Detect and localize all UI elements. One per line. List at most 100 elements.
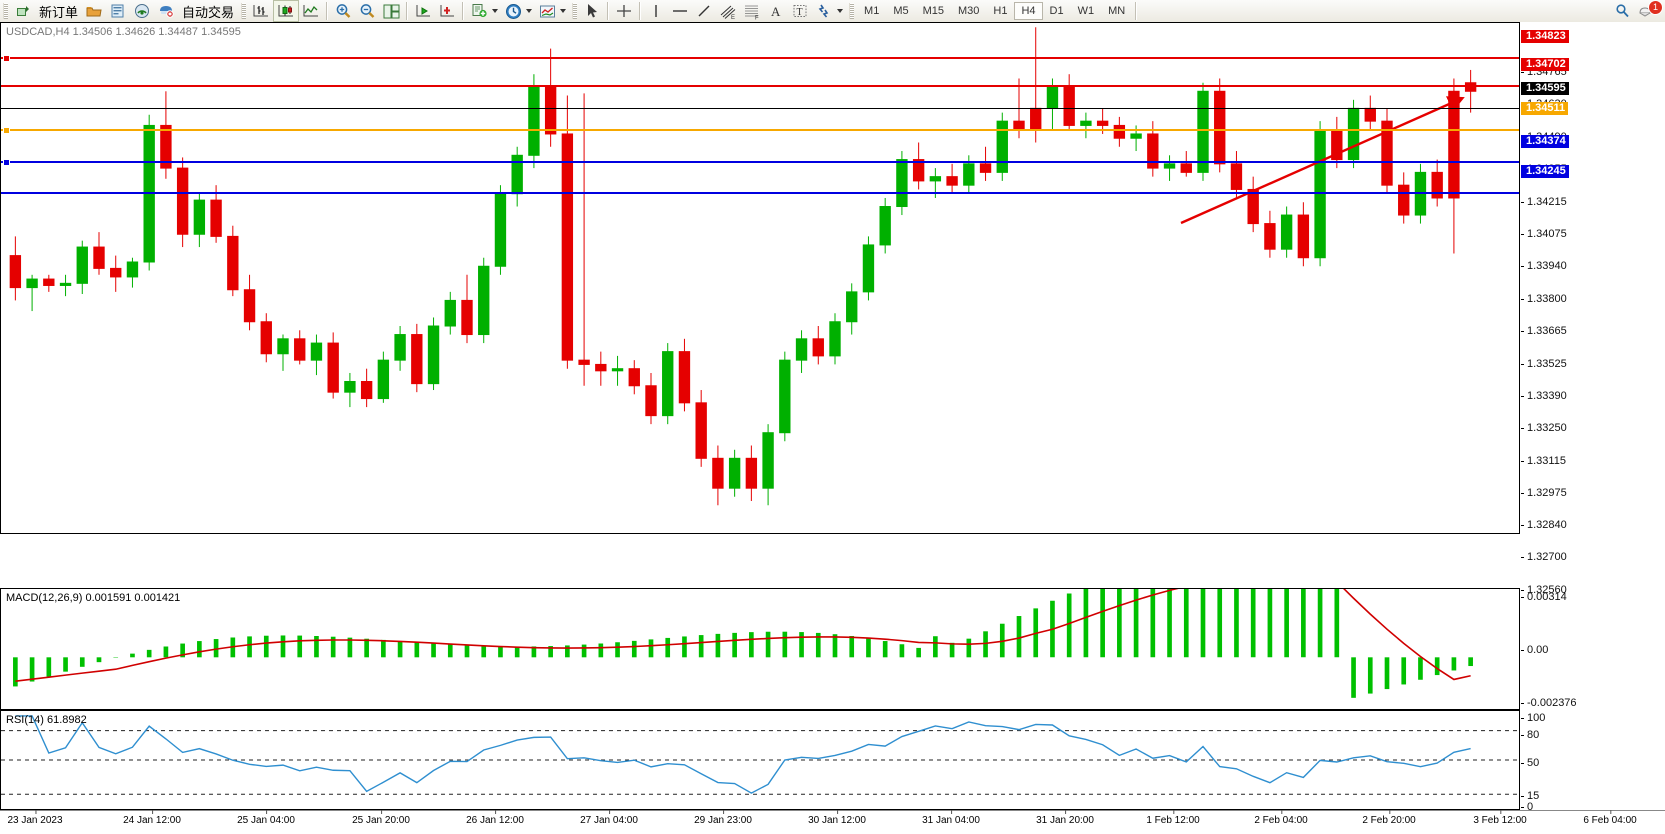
chart-workspace[interactable]: USDCAD,H4 1.34506 1.34626 1.34487 1.3459… bbox=[0, 22, 1665, 834]
level-line-pivot[interactable] bbox=[1, 129, 1519, 131]
main-toolbar: 新订单 自动交易 bbox=[0, 0, 1665, 23]
autotrading-icon[interactable] bbox=[154, 1, 178, 21]
timeframe-m1[interactable]: M1 bbox=[864, 5, 880, 17]
level-line-resistance-2[interactable] bbox=[1, 85, 1519, 87]
toolbar-grip-3[interactable] bbox=[572, 3, 578, 19]
cursor-icon[interactable] bbox=[580, 1, 604, 21]
time-tick: 31 Jan 20:00 bbox=[1036, 810, 1094, 826]
price-tag[interactable]: 1.34511 bbox=[1521, 102, 1569, 115]
rsi-tick: 50 bbox=[1521, 758, 1590, 769]
toolbar-grip-4[interactable] bbox=[849, 3, 855, 19]
rsi-pane-label: RSI(14) 61.8982 bbox=[6, 714, 87, 726]
timeframe-h4[interactable]: H4 bbox=[1014, 2, 1043, 20]
rsi-tick: 0 bbox=[1521, 802, 1590, 813]
price-tag[interactable]: 1.34245 bbox=[1521, 165, 1569, 178]
price-tick: 1.32700 bbox=[1521, 552, 1590, 563]
text-icon[interactable]: A bbox=[764, 1, 788, 21]
price-tick: 1.33665 bbox=[1521, 326, 1590, 337]
autotrading-label[interactable]: 自动交易 bbox=[182, 5, 235, 21]
data-window-icon[interactable] bbox=[106, 1, 130, 21]
crosshair-icon[interactable] bbox=[612, 1, 636, 21]
templates-icon[interactable] bbox=[535, 1, 559, 21]
time-tick: 3 Feb 12:00 bbox=[1473, 810, 1527, 826]
timeframe-group: M1 M5 M15 M30 H1 H4 D1 W1 MN bbox=[857, 0, 1132, 22]
indicators-dropdown-caret[interactable] bbox=[492, 9, 499, 13]
price-tick: 1.33940 bbox=[1521, 261, 1590, 272]
toolbar-grip-2[interactable] bbox=[241, 3, 247, 19]
new-order-label[interactable]: 新订单 bbox=[39, 5, 79, 21]
price-tick: 1.34215 bbox=[1521, 197, 1590, 208]
time-tick: 6 Feb 04:00 bbox=[1583, 810, 1637, 826]
navigator-icon[interactable] bbox=[130, 1, 154, 21]
level-grip-support-1[interactable] bbox=[3, 159, 10, 166]
zoom-out-icon[interactable] bbox=[355, 1, 379, 21]
price-tag[interactable]: 1.34374 bbox=[1521, 135, 1569, 148]
shift-end-icon[interactable] bbox=[411, 1, 435, 21]
auto-scroll-icon[interactable] bbox=[435, 1, 459, 21]
level-line-current-price[interactable] bbox=[1, 108, 1519, 109]
folder-icon[interactable] bbox=[82, 1, 106, 21]
search-icon[interactable] bbox=[1611, 1, 1635, 21]
toolbar-grip[interactable] bbox=[3, 3, 8, 19]
objects-dropdown-caret[interactable] bbox=[837, 9, 844, 13]
period-icon[interactable] bbox=[501, 1, 525, 21]
timeframe-mn[interactable]: MN bbox=[1108, 5, 1126, 17]
price-tag[interactable]: 1.34823 bbox=[1521, 30, 1569, 43]
vertical-line-icon[interactable] bbox=[644, 1, 668, 21]
time-tick: 1 Feb 12:00 bbox=[1146, 810, 1200, 826]
candlestick-icon[interactable] bbox=[273, 0, 300, 22]
level-line-support-2[interactable] bbox=[1, 192, 1519, 194]
line-chart-icon[interactable] bbox=[299, 1, 323, 21]
svg-text:T: T bbox=[797, 7, 803, 18]
svg-text:E: E bbox=[731, 15, 735, 20]
timeframe-w1[interactable]: W1 bbox=[1077, 5, 1095, 17]
macd-tick: 0.00 bbox=[1521, 645, 1590, 656]
level-line-support-1[interactable] bbox=[1, 161, 1519, 163]
price-tick: 1.32560 bbox=[1521, 585, 1590, 596]
toolbar-separator-6 bbox=[1135, 2, 1138, 20]
price-tick: 1.33800 bbox=[1521, 294, 1590, 305]
time-tick: 31 Jan 04:00 bbox=[922, 810, 980, 826]
time-tick: 25 Jan 04:00 bbox=[237, 810, 295, 826]
timeframe-m30[interactable]: M30 bbox=[958, 5, 980, 17]
time-tick: 26 Jan 12:00 bbox=[466, 810, 524, 826]
price-tick: 1.34765 bbox=[1521, 67, 1590, 78]
equidistant-channel-icon[interactable]: E bbox=[716, 1, 740, 21]
price-tick: 1.32840 bbox=[1521, 520, 1590, 531]
indicators-icon[interactable] bbox=[467, 1, 491, 21]
price-tag[interactable]: 1.34702 bbox=[1521, 58, 1569, 71]
text-label-icon[interactable]: T bbox=[788, 1, 812, 21]
timeframe-m15[interactable]: M15 bbox=[922, 5, 944, 17]
period-dropdown-caret[interactable] bbox=[526, 9, 533, 13]
trendline-icon[interactable] bbox=[692, 1, 716, 21]
macd-pane[interactable]: MACD(12,26,9) 0.001591 0.001421 bbox=[0, 588, 1520, 710]
macd-series bbox=[13, 589, 1473, 698]
timeframe-m5[interactable]: M5 bbox=[893, 5, 909, 17]
bar-chart-icon[interactable] bbox=[249, 1, 273, 21]
price-tick: 1.33525 bbox=[1521, 359, 1590, 370]
templates-dropdown-caret[interactable] bbox=[560, 9, 567, 13]
new-order-icon[interactable] bbox=[11, 1, 35, 21]
tile-windows-icon[interactable] bbox=[379, 1, 403, 21]
price-tick: 1.33115 bbox=[1521, 456, 1590, 467]
mailbox-icon[interactable]: 1 bbox=[1635, 0, 1663, 21]
price-tag[interactable]: 1.34595 bbox=[1521, 82, 1569, 95]
price-tick: 1.33250 bbox=[1521, 423, 1590, 434]
price-tick: 1.32975 bbox=[1521, 488, 1590, 499]
fibonacci-icon[interactable]: F bbox=[740, 1, 764, 21]
price-pane[interactable]: USDCAD,H4 1.34506 1.34626 1.34487 1.3459… bbox=[0, 22, 1520, 534]
time-tick: 25 Jan 20:00 bbox=[352, 810, 410, 826]
objects-icon[interactable] bbox=[812, 1, 836, 21]
timeframe-d1[interactable]: D1 bbox=[1049, 5, 1064, 17]
macd-tick: 0.00314 bbox=[1521, 592, 1590, 603]
level-grip-resistance-1[interactable] bbox=[3, 55, 10, 62]
level-line-resistance-1[interactable] bbox=[1, 57, 1519, 59]
timeframe-h1[interactable]: H1 bbox=[993, 5, 1008, 17]
svg-text:A: A bbox=[771, 4, 781, 19]
price-scale[interactable]: 1.347651.346301.344901.343551.342151.340… bbox=[1521, 22, 1665, 813]
horizontal-line-icon[interactable] bbox=[668, 1, 692, 21]
zoom-in-icon[interactable] bbox=[331, 1, 355, 21]
level-grip-pivot[interactable] bbox=[3, 127, 10, 134]
rsi-series bbox=[1, 715, 1519, 795]
rsi-pane[interactable]: RSI(14) 61.8982 bbox=[0, 710, 1520, 810]
